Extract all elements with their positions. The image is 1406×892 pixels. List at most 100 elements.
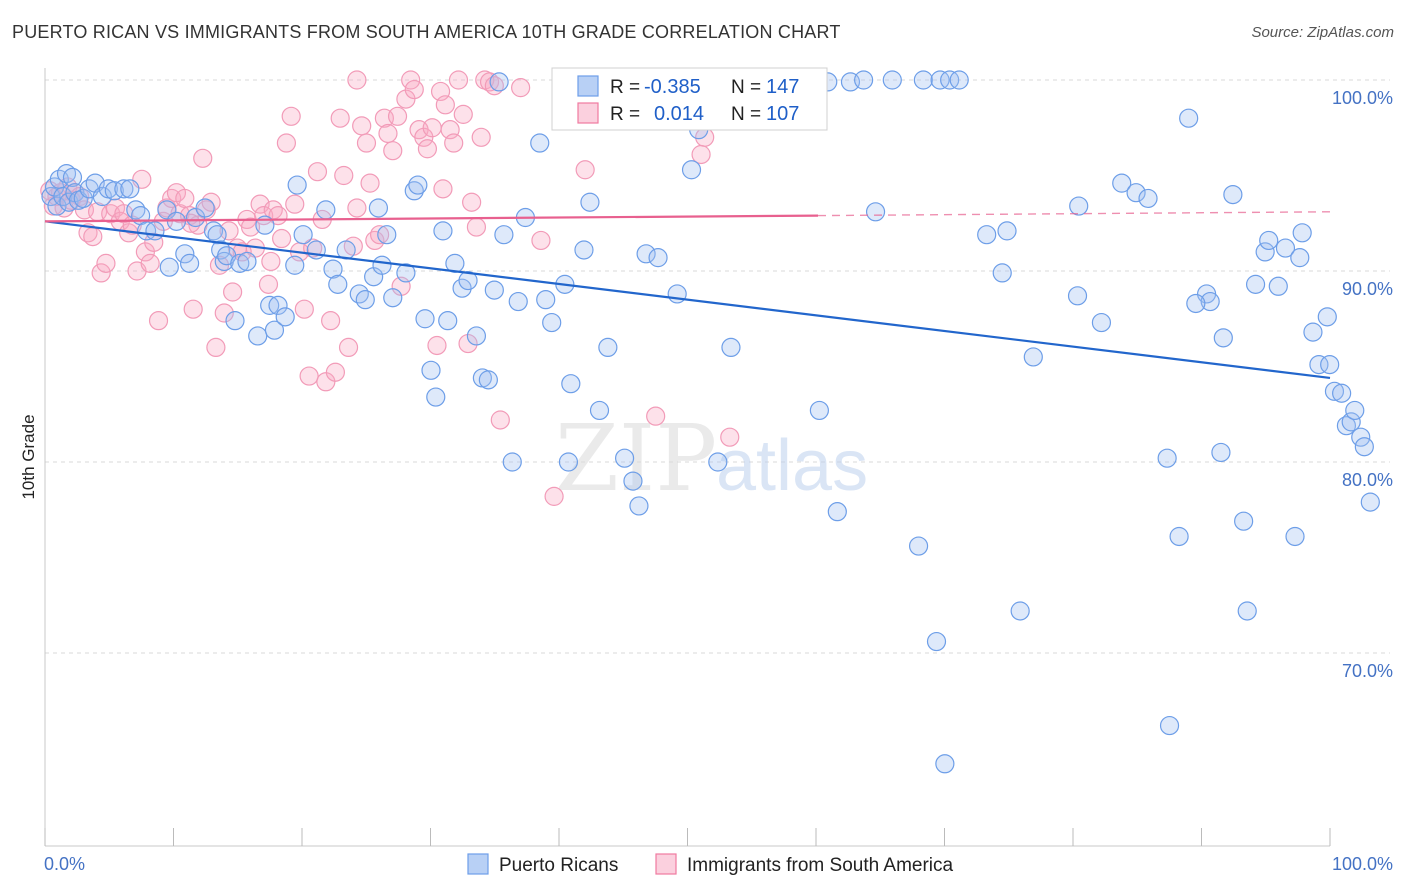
data-point-puerto-ricans [114,179,134,199]
data-point-puerto-ricans [421,360,441,380]
data-point-puerto-ricans [1285,526,1305,547]
data-point-puerto-ricans [349,284,369,304]
data-point-puerto-ricans [372,255,392,275]
data-point-immigrants [417,139,438,159]
data-point-puerto-ricans [629,496,649,516]
data-point-puerto-ricans [452,278,472,298]
data-point-immigrants [299,366,319,386]
series-legend: Puerto Ricans Immigrants from South Amer… [467,853,954,876]
stats-legend: R = -0.385 N = 147 R = 0.014 N = 107 [551,67,828,131]
data-point-puerto-ricans [275,307,295,327]
data-point-immigrants [276,133,297,153]
data-point-puerto-ricans [1354,437,1374,457]
trend-line-immigrants [44,214,819,223]
data-point-puerto-ricans [1237,601,1257,621]
data-point-immigrants [330,108,350,128]
data-point-immigrants [258,274,279,294]
data-point-puerto-ricans [225,311,245,331]
legend-r-value-2: 0.014 [654,103,704,125]
data-point-puerto-ricans [260,295,280,315]
data-point-puerto-ricans [1317,307,1337,327]
data-point-puerto-ricans [561,374,581,394]
data-point-immigrants [347,70,367,90]
data-point-puerto-ricans [47,196,67,216]
data-point-puerto-ricans [1126,183,1146,203]
y-axis-title: 10th Grade [19,414,38,499]
bottom-legend-label-immigrants: Immigrants from South America [687,855,954,876]
data-point-puerto-ricans [489,72,509,92]
data-point-puerto-ricans [623,471,643,491]
data-point-immigrants [183,299,203,319]
data-point-puerto-ricans [1211,442,1231,463]
data-point-puerto-ricans [1345,400,1365,421]
data-point-puerto-ricans [159,257,179,277]
data-point-puerto-ricans [404,181,424,201]
data-point-immigrants [383,141,403,161]
data-point-puerto-ricans [913,70,933,90]
data-point-puerto-ricans [355,290,375,310]
data-point-puerto-ricans [1360,492,1380,512]
y-tick-label: 100.0% [1332,88,1393,108]
data-point-puerto-ricans [104,181,124,201]
data-point-puerto-ricans [1157,448,1177,468]
data-point-puerto-ricans [1200,291,1220,312]
data-point-immigrants [140,253,160,273]
data-point-puerto-ricans [542,312,562,333]
data-point-puerto-ricans [502,452,522,472]
data-point-puerto-ricans [136,221,157,241]
data-point-puerto-ricans [935,754,955,774]
data-point-puerto-ricans [558,452,579,472]
data-point-puerto-ricans [237,251,257,272]
data-point-puerto-ricans [328,274,348,294]
data-point-puerto-ricans [1138,188,1158,209]
data-point-puerto-ricans [195,198,215,218]
data-point-puerto-ricans [426,387,446,407]
data-point-puerto-ricans [1069,196,1089,216]
watermark: ZIP atlas [555,405,868,512]
data-point-puerto-ricans [809,400,829,421]
data-point-immigrants [206,337,226,357]
y-tick-label: 90.0% [1342,279,1393,299]
data-point-puerto-ricans [1324,381,1345,401]
data-point-puerto-ricans [120,179,140,199]
data-point-puerto-ricans [1309,354,1329,375]
data-point-puerto-ricans [1179,108,1199,128]
data-point-puerto-ricans [377,225,397,245]
data-point-puerto-ricans [59,192,79,212]
data-point-puerto-ricans [180,253,200,273]
data-point-puerto-ricans [494,225,514,245]
data-point-immigrants [387,106,408,126]
legend-n-label-2: N = [731,104,761,125]
data-point-puerto-ricans [1290,248,1310,268]
watermark-atlas: atlas [716,426,868,506]
data-point-puerto-ricans [1234,511,1254,531]
data-point-puerto-ricans [211,240,231,260]
data-point-puerto-ricans [536,290,556,310]
data-point-puerto-ricans [636,244,656,264]
data-point-immigrants [466,217,487,237]
x-tick-labels: 0.0% 100.0% [44,854,1393,874]
data-point-puerto-ricans [614,448,635,468]
data-point-puerto-ricans [73,188,93,209]
data-point-puerto-ricans [1023,347,1043,367]
data-point-puerto-ricans [977,225,997,245]
watermark-zip: ZIP [555,405,717,512]
data-point-puerto-ricans [926,631,947,652]
y-tick-label: 70.0% [1342,661,1393,681]
data-point-puerto-ricans [306,240,326,260]
data-point-immigrants [370,225,390,245]
bottom-legend-swatch-immigrants [655,853,677,875]
data-point-puerto-ricans [648,248,668,268]
data-point-immigrants [321,311,341,331]
legend-n-value-2: 107 [766,103,799,125]
data-point-immigrants [201,192,221,212]
data-point-immigrants [175,188,195,209]
legend-swatch-immigrants [577,102,599,124]
x-tick-label: 0.0% [44,854,85,874]
data-point-puerto-ricans [293,225,313,245]
data-point-immigrants [646,406,666,426]
data-point-puerto-ricans [396,263,416,283]
data-point-puerto-ricans [1275,238,1296,258]
data-point-puerto-ricans [721,337,741,357]
data-point-immigrants [325,362,345,382]
